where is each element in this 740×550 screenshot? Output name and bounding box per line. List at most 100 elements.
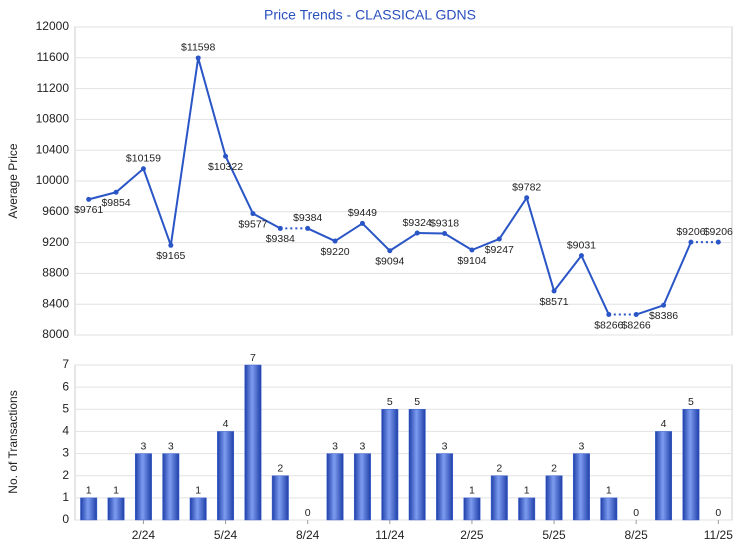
data-label: $10322 (208, 161, 243, 173)
y-axis-label: No. of Transactions (6, 390, 20, 493)
point (387, 248, 393, 254)
data-label: $8266 (622, 319, 651, 331)
y-tick-label: 7 (62, 357, 69, 371)
line-segment (169, 57, 200, 246)
line-segment (361, 222, 391, 252)
bar (545, 475, 563, 521)
bar (408, 409, 426, 521)
data-label: 4 (661, 418, 667, 430)
x-tick-label: 11/25 (704, 528, 733, 542)
data-label: 2 (277, 462, 283, 474)
point (86, 196, 92, 202)
y-tick-label: 8400 (42, 296, 69, 310)
point (633, 312, 639, 318)
y-tick-label: 8800 (42, 266, 69, 280)
point (223, 153, 229, 159)
data-label: $9165 (156, 250, 185, 262)
line-segment (115, 167, 145, 194)
bar (655, 431, 673, 521)
data-label: $11598 (181, 42, 215, 54)
line-segment (389, 232, 418, 252)
y-axis-label: Average Price (6, 143, 20, 218)
x-tick-label: 5/25 (542, 528, 566, 542)
bar (244, 364, 262, 521)
point (469, 247, 475, 253)
data-label: $9577 (238, 218, 267, 230)
point (359, 220, 365, 226)
data-label: 3 (168, 440, 174, 452)
bar (217, 431, 235, 521)
data-label: $9854 (101, 197, 130, 209)
x-tick-label: 2/24 (132, 528, 156, 542)
point (195, 55, 201, 61)
data-label: 7 (250, 352, 256, 364)
point (578, 253, 584, 259)
y-tick-label: 2 (62, 468, 69, 482)
line-segment (307, 227, 336, 242)
data-label: $9104 (457, 255, 486, 267)
line-segment (471, 238, 500, 251)
line-segment (252, 212, 281, 230)
point (688, 239, 694, 245)
bar (436, 453, 454, 521)
data-label: 5 (414, 396, 420, 408)
point (414, 230, 420, 236)
y-tick-label: 10400 (36, 142, 70, 156)
data-label: 3 (141, 440, 147, 452)
point (277, 225, 283, 231)
data-label: 4 (223, 418, 229, 430)
data-label: $8386 (649, 310, 678, 322)
y-tick-label: 9200 (42, 235, 69, 249)
point (524, 195, 530, 201)
data-label: 0 (715, 507, 721, 519)
line-segment (553, 255, 583, 292)
data-label: 5 (387, 396, 393, 408)
data-label: 0 (305, 507, 311, 519)
point (496, 236, 502, 242)
point (305, 225, 311, 231)
data-label: 1 (606, 485, 612, 497)
data-label: $9031 (567, 239, 596, 251)
x-tick-label: 8/25 (625, 528, 649, 542)
data-label: 1 (469, 485, 475, 497)
line-segment (525, 197, 556, 292)
bar (572, 453, 590, 521)
data-label: 3 (442, 440, 448, 452)
data-label: $9324 (403, 217, 432, 229)
y-tick-label: 8000 (42, 327, 69, 341)
x-tick-label: 11/24 (375, 528, 404, 542)
data-label: $9206 (676, 226, 705, 238)
point (442, 231, 448, 237)
line-segment (88, 191, 117, 201)
line-segment (334, 222, 363, 242)
bar (682, 409, 700, 521)
x-tick-label: 2/25 (460, 528, 484, 542)
y-tick-label: 11600 (37, 50, 70, 64)
bar (80, 497, 98, 521)
data-label: 0 (633, 507, 639, 519)
data-label: $8266 (594, 319, 623, 331)
line-segment (580, 255, 610, 315)
y-tick-label: 0 (62, 512, 69, 526)
point (168, 242, 174, 248)
data-label: 1 (524, 485, 530, 497)
y-tick-label: 6 (62, 379, 69, 393)
data-label: $9206 (704, 226, 733, 238)
line-segment (142, 168, 172, 246)
bar (490, 475, 508, 521)
data-label: $9094 (375, 256, 404, 268)
bar (353, 453, 371, 521)
data-label: 3 (360, 440, 366, 452)
line-segment (635, 304, 664, 316)
point (551, 288, 557, 294)
line-segment (224, 155, 254, 215)
line-segment (444, 232, 473, 251)
point (332, 238, 338, 244)
point (113, 189, 119, 195)
data-label: 5 (688, 396, 694, 408)
data-label: $9384 (293, 212, 322, 224)
data-label: $9247 (485, 244, 514, 256)
data-label: $9761 (74, 204, 103, 216)
data-label: 3 (332, 440, 338, 452)
y-tick-label: 9600 (42, 204, 69, 218)
